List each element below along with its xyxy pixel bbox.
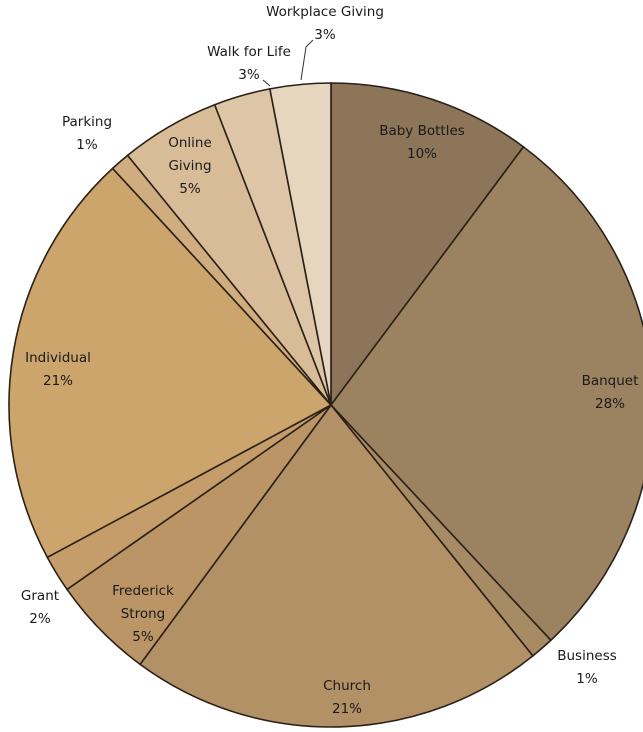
pie-slices bbox=[8, 82, 643, 728]
leader-walk-for-life bbox=[262, 79, 271, 87]
slice-pct-individual: 21% bbox=[43, 373, 73, 389]
slice-pct-business: 1% bbox=[576, 671, 598, 687]
slice-label-grant: Grant 2% bbox=[21, 588, 59, 627]
slice-label-parking: Parking 1% bbox=[62, 114, 112, 153]
slice-name-online-giving: Giving bbox=[168, 158, 211, 174]
slice-name-individual: Individual bbox=[25, 350, 91, 366]
slice-label-baby-bottles: Baby Bottles 10% bbox=[379, 123, 465, 162]
leader-lines bbox=[262, 39, 314, 87]
slice-workplace-giving bbox=[268, 82, 332, 406]
slice-pct-frederick-strong: 5% bbox=[132, 629, 154, 645]
slice-name-frederick-strong: Strong bbox=[121, 606, 166, 622]
slice-name-parking: Parking bbox=[62, 114, 112, 130]
slice-name-banquet: Banquet bbox=[582, 373, 639, 389]
slice-label-individual: Individual 21% bbox=[25, 350, 91, 389]
slice-individual bbox=[8, 167, 333, 559]
slice-banquet bbox=[329, 145, 643, 642]
slice-pct-banquet: 28% bbox=[595, 396, 625, 412]
slice-church bbox=[139, 403, 534, 728]
slice-name-walk-for-life: Walk for Life bbox=[207, 44, 291, 60]
slice-pct-online-giving: 5% bbox=[179, 181, 201, 197]
slice-name-online-giving: Online bbox=[168, 135, 212, 151]
slice-label-banquet: Banquet 28% bbox=[582, 373, 639, 412]
slice-pct-parking: 1% bbox=[76, 137, 98, 153]
slice-pct-workplace-giving: 3% bbox=[314, 27, 336, 43]
slice-labels: Baby Bottles 10% Banquet 28% Business 1% Churc… bbox=[21, 4, 638, 717]
slice-pct-baby-bottles: 10% bbox=[407, 146, 437, 162]
slice-pct-walk-for-life: 3% bbox=[238, 67, 260, 83]
slice-label-business: Business 1% bbox=[557, 648, 617, 687]
slice-name-business: Business bbox=[557, 648, 617, 664]
slice-name-grant: Grant bbox=[21, 588, 59, 604]
slice-label-church: Church 21% bbox=[323, 678, 371, 717]
slice-label-workplace-giving: Workplace Giving 3% bbox=[266, 4, 384, 43]
slice-pct-church: 21% bbox=[332, 701, 362, 717]
slice-baby-bottles bbox=[330, 82, 525, 408]
slice-pct-grant: 2% bbox=[29, 611, 51, 627]
slice-name-workplace-giving: Workplace Giving bbox=[266, 4, 384, 20]
leader-workplace-giving bbox=[300, 39, 314, 81]
slice-name-frederick-strong: Frederick bbox=[112, 583, 174, 599]
slice-label-walk-for-life: Walk for Life 3% bbox=[207, 44, 291, 83]
slice-label-online-giving: Online Giving 5% bbox=[168, 135, 212, 197]
slice-name-baby-bottles: Baby Bottles bbox=[379, 123, 465, 139]
slice-name-church: Church bbox=[323, 678, 371, 694]
slice-label-frederick-strong: Frederick Strong 5% bbox=[112, 583, 174, 645]
